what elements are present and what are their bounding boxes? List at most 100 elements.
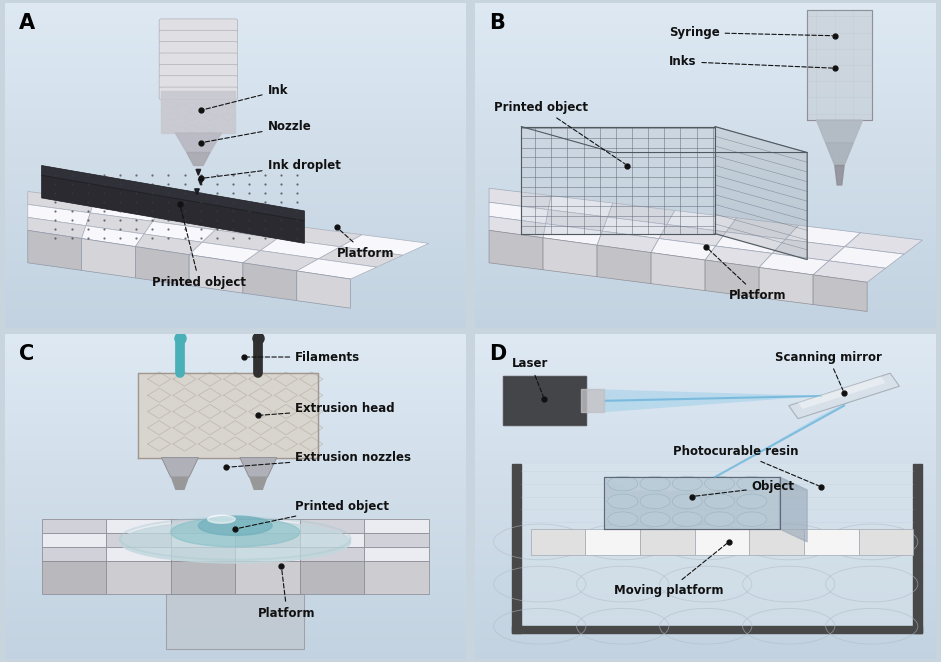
Bar [5,208,466,211]
Polygon shape [715,393,867,477]
Bar [5,276,466,279]
Bar [475,604,936,607]
Bar [475,234,936,237]
Polygon shape [170,561,235,594]
Polygon shape [585,529,640,555]
Ellipse shape [672,512,702,526]
Polygon shape [726,218,799,240]
Text: Inks: Inks [669,55,832,68]
Bar [5,273,466,276]
Text: Photocurable resin: Photocurable resin [674,445,819,486]
Bar [475,29,936,32]
Polygon shape [296,259,376,279]
Bar [5,29,466,32]
Bar [5,68,466,71]
Ellipse shape [672,494,702,508]
Bar [5,483,466,487]
Bar [475,577,936,581]
Bar [5,428,466,432]
Bar [475,104,936,107]
Bar [475,633,936,636]
Bar [5,496,466,500]
Polygon shape [318,247,403,267]
Bar [5,282,466,285]
Bar [5,244,466,247]
Bar [5,633,466,636]
Bar [475,600,936,604]
Bar [5,545,466,548]
Bar [475,652,936,655]
Bar [475,78,936,81]
Bar [475,529,936,532]
Ellipse shape [737,494,767,508]
Bar [5,432,466,435]
Polygon shape [152,209,229,230]
Bar [475,334,936,338]
Bar [475,26,936,29]
Bar [475,107,936,111]
Bar [5,94,466,97]
Bar [475,227,936,230]
Bar [475,490,936,493]
Bar [475,65,936,68]
Bar [475,561,936,565]
Bar [475,23,936,26]
Polygon shape [597,231,659,253]
Polygon shape [199,179,203,185]
Bar [5,529,466,532]
Bar [5,217,466,220]
Ellipse shape [737,476,767,491]
Bar [475,68,936,71]
Bar [475,299,936,302]
Bar [475,467,936,471]
Bar [475,380,936,383]
Bar [475,454,936,457]
Bar [5,172,466,175]
Bar [475,20,936,23]
Text: Ink: Ink [203,84,288,110]
Bar [5,75,466,78]
Polygon shape [759,254,829,275]
Polygon shape [170,477,189,490]
Bar [5,246,466,250]
Bar [5,363,466,367]
Bar [475,282,936,285]
Bar [475,551,936,555]
Bar [475,318,936,321]
Bar [475,162,936,166]
Bar [475,516,936,519]
Bar [475,175,936,179]
Ellipse shape [608,512,638,526]
Bar [5,503,466,506]
Polygon shape [170,519,235,534]
Polygon shape [825,143,853,166]
Bar [475,292,936,295]
Polygon shape [28,230,82,270]
Bar [475,140,936,143]
Polygon shape [715,126,807,260]
Polygon shape [28,217,86,238]
Bar [5,354,466,357]
Bar [475,123,936,126]
Bar [5,123,466,126]
Bar [475,198,936,201]
Polygon shape [364,519,429,534]
Bar [5,613,466,616]
Polygon shape [543,238,597,277]
Bar [475,512,936,516]
Bar [5,159,466,162]
Bar [475,237,936,240]
Polygon shape [90,200,162,221]
Bar [5,234,466,237]
Bar [5,334,466,338]
Polygon shape [196,169,200,175]
Polygon shape [41,561,106,594]
Polygon shape [608,203,675,224]
Bar [475,58,936,62]
Bar [5,539,466,542]
Bar [475,130,936,133]
Bar [475,409,936,412]
Bar [5,565,466,568]
Bar [5,169,466,172]
Bar [5,344,466,348]
